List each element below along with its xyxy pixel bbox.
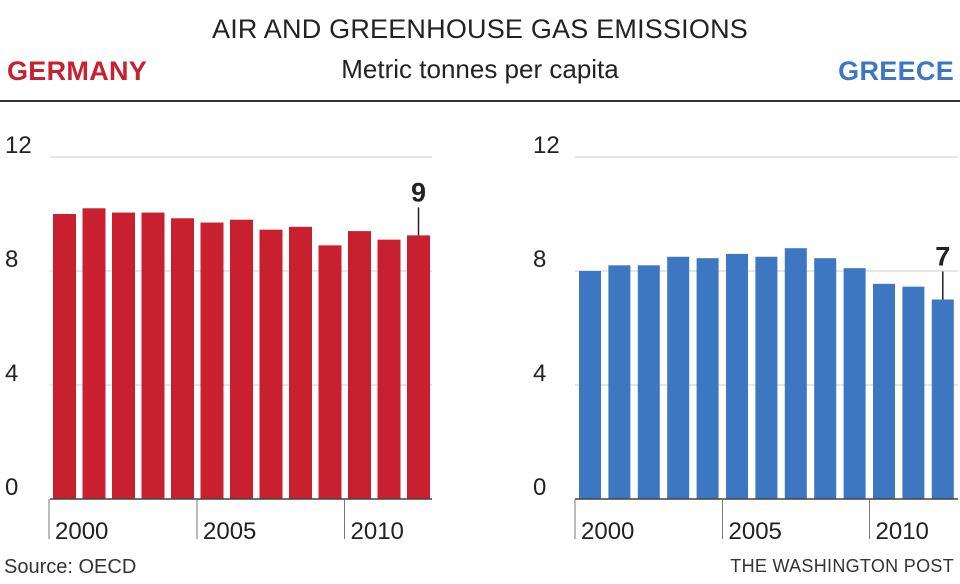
greece-bar bbox=[843, 268, 866, 499]
germany-label: GERMANY bbox=[7, 56, 148, 86]
header-divider bbox=[0, 100, 960, 102]
germany-y-tick-label: 0 bbox=[5, 474, 18, 501]
greece-y-tick-label: 8 bbox=[533, 246, 546, 273]
source-note: Source: OECD bbox=[4, 556, 137, 578]
germany-bar bbox=[230, 219, 253, 499]
germany-bar bbox=[141, 212, 165, 499]
germany-y-tick-label: 8 bbox=[5, 246, 18, 273]
greece-bar bbox=[755, 256, 778, 499]
greece-bar bbox=[931, 299, 954, 499]
germany-bar bbox=[377, 239, 401, 499]
germany-bar bbox=[82, 208, 106, 500]
germany-y-tick-label: 12 bbox=[5, 132, 32, 159]
greece-x-tick-label: 2010 bbox=[876, 518, 929, 545]
greece-bar bbox=[667, 256, 690, 499]
greece-y-tick-label: 0 bbox=[533, 474, 546, 501]
germany-y-tick-label: 4 bbox=[5, 360, 18, 387]
greece-bar bbox=[784, 248, 807, 499]
germany-bar bbox=[348, 231, 371, 499]
greece-bar bbox=[902, 286, 925, 499]
greece-bar bbox=[726, 253, 748, 499]
greece-y-tick-label: 4 bbox=[533, 360, 546, 387]
germany-bar bbox=[200, 222, 224, 500]
greece-bar bbox=[579, 271, 601, 499]
greece-callout-label: 7 bbox=[935, 242, 950, 272]
germany-bar bbox=[318, 245, 342, 499]
germany-callout-label: 9 bbox=[411, 177, 426, 207]
greece-label: GREECE bbox=[838, 56, 954, 86]
germany-bar bbox=[53, 214, 76, 499]
greece-y-tick-label: 12 bbox=[533, 132, 560, 159]
germany-bar bbox=[259, 229, 283, 500]
chart-title: AIR AND GREENHOUSE GAS EMISSIONS bbox=[211, 14, 748, 44]
germany-bar bbox=[407, 235, 430, 499]
germany-bar bbox=[289, 226, 312, 499]
germany-bar bbox=[112, 212, 135, 499]
greece-x-tick-label: 2005 bbox=[729, 518, 782, 545]
germany-x-tick-label: 2005 bbox=[203, 518, 256, 545]
germany-x-tick-label: 2000 bbox=[55, 518, 108, 545]
greece-bar bbox=[608, 265, 631, 499]
greece-bar bbox=[696, 258, 719, 499]
greece-bar bbox=[814, 258, 837, 499]
chart-subtitle: Metric tonnes per capita bbox=[341, 54, 619, 84]
greece-bar bbox=[873, 283, 895, 499]
germany-x-tick-label: 2010 bbox=[351, 518, 404, 545]
greece-x-tick-label: 2000 bbox=[581, 518, 634, 545]
germany-bar bbox=[171, 218, 194, 499]
publisher-credit: THE WASHINGTON POST bbox=[730, 556, 954, 576]
greece-bar bbox=[637, 265, 660, 499]
